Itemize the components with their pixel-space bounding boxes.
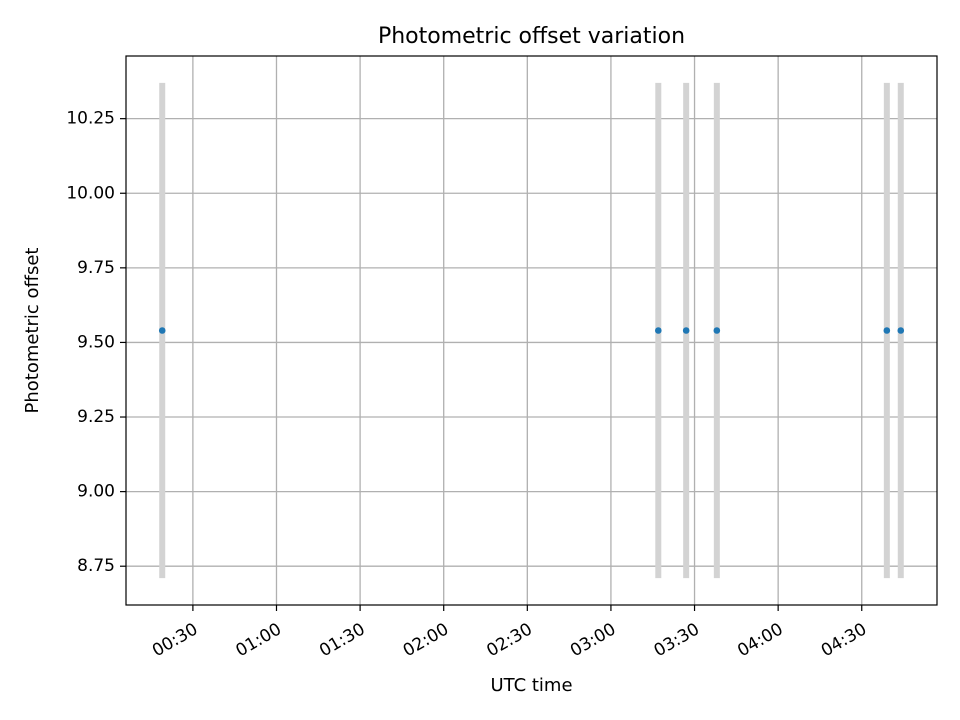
y-tick-label: 9.50 — [77, 332, 115, 352]
x-tick-label: 01:00 — [233, 619, 285, 661]
data-point — [897, 327, 905, 334]
y-axis-label: Photometric offset — [22, 248, 43, 414]
y-tick-label: 9.25 — [77, 407, 115, 427]
x-axis: 00:30 01:00 01:30 02:00 02:30 03:00 03:30 04:00… — [149, 605, 870, 661]
x-tick-label: 00:30 — [149, 619, 201, 661]
y-tick-label: 10.00 — [66, 183, 115, 203]
data-point — [655, 327, 662, 334]
y-axis: 8.75 9.00 9.25 9.50 9.75 10.00 10.25 — [66, 109, 126, 576]
x-tick-label: 03:00 — [567, 619, 619, 661]
data-points — [158, 327, 905, 334]
y-tick-label: 10.25 — [66, 109, 115, 129]
grid-lines — [126, 56, 937, 605]
plot-area-frame — [125, 55, 938, 606]
data-point — [713, 327, 721, 334]
x-tick-label: 04:00 — [734, 619, 786, 661]
chart-title: Photometric offset variation — [378, 24, 685, 49]
data-point — [158, 327, 166, 334]
data-point — [883, 327, 891, 334]
error-bars — [159, 82, 904, 579]
x-tick-label: 03:30 — [651, 619, 703, 661]
y-tick-label: 8.75 — [77, 556, 115, 576]
x-axis-label: UTC time — [490, 675, 572, 696]
y-tick-label: 9.75 — [77, 258, 115, 278]
x-tick-label: 04:30 — [818, 619, 870, 661]
x-tick-label: 01:30 — [316, 619, 368, 661]
y-tick-label: 9.00 — [77, 482, 115, 502]
x-tick-label: 02:30 — [483, 619, 535, 661]
data-point — [682, 327, 690, 334]
x-tick-label: 02:00 — [400, 619, 452, 661]
